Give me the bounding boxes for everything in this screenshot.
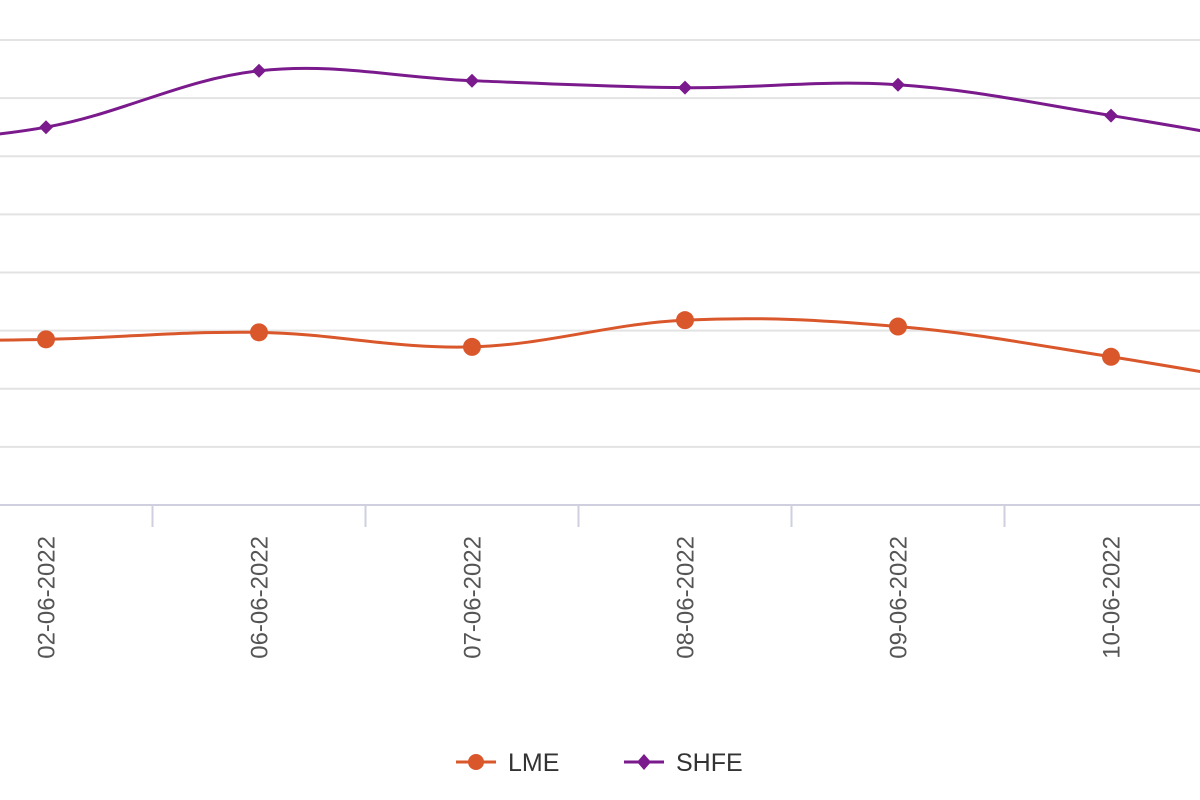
x-axis-labels: 02-06-2022 06-06-2022 07-06-2022 08-06-2022… (33, 536, 1125, 659)
x-axis-ticks (151, 505, 1006, 527)
legend-item-shfe[interactable]: SHFE (624, 749, 743, 777)
series-layer (0, 63, 1200, 373)
data-point-lme[interactable] (37, 330, 55, 349)
legend-marker-lme (468, 754, 484, 770)
data-point-shfe[interactable] (891, 77, 905, 92)
x-tick-label: 06-06-2022 (246, 536, 273, 659)
data-point-lme[interactable] (1102, 347, 1120, 366)
x-tick-label: 07-06-2022 (459, 536, 486, 659)
legend-marker-shfe (637, 754, 651, 770)
series-lme (0, 311, 1200, 373)
data-point-lme[interactable] (676, 311, 694, 330)
data-point-lme[interactable] (250, 323, 268, 342)
x-tick-label: 08-06-2022 (672, 536, 699, 659)
x-tick-label: 09-06-2022 (885, 536, 912, 659)
data-point-shfe[interactable] (252, 63, 266, 78)
legend-item-lme[interactable]: LME (456, 749, 559, 777)
data-point-shfe[interactable] (1104, 108, 1118, 123)
legend-label-shfe: SHFE (676, 749, 743, 777)
data-point-lme[interactable] (463, 337, 481, 356)
data-point-shfe[interactable] (678, 80, 692, 95)
data-point-shfe[interactable] (39, 120, 53, 135)
data-point-shfe[interactable] (465, 73, 479, 88)
series-line-shfe (0, 66, 1200, 136)
series-line-lme (0, 317, 1200, 373)
x-tick-label: 02-06-2022 (33, 536, 60, 659)
data-point-lme[interactable] (889, 317, 907, 336)
legend: LME SHFE (456, 749, 743, 777)
x-tick-label: 10-06-2022 (1098, 536, 1125, 659)
legend-label-lme: LME (508, 749, 559, 777)
series-shfe (0, 63, 1200, 136)
